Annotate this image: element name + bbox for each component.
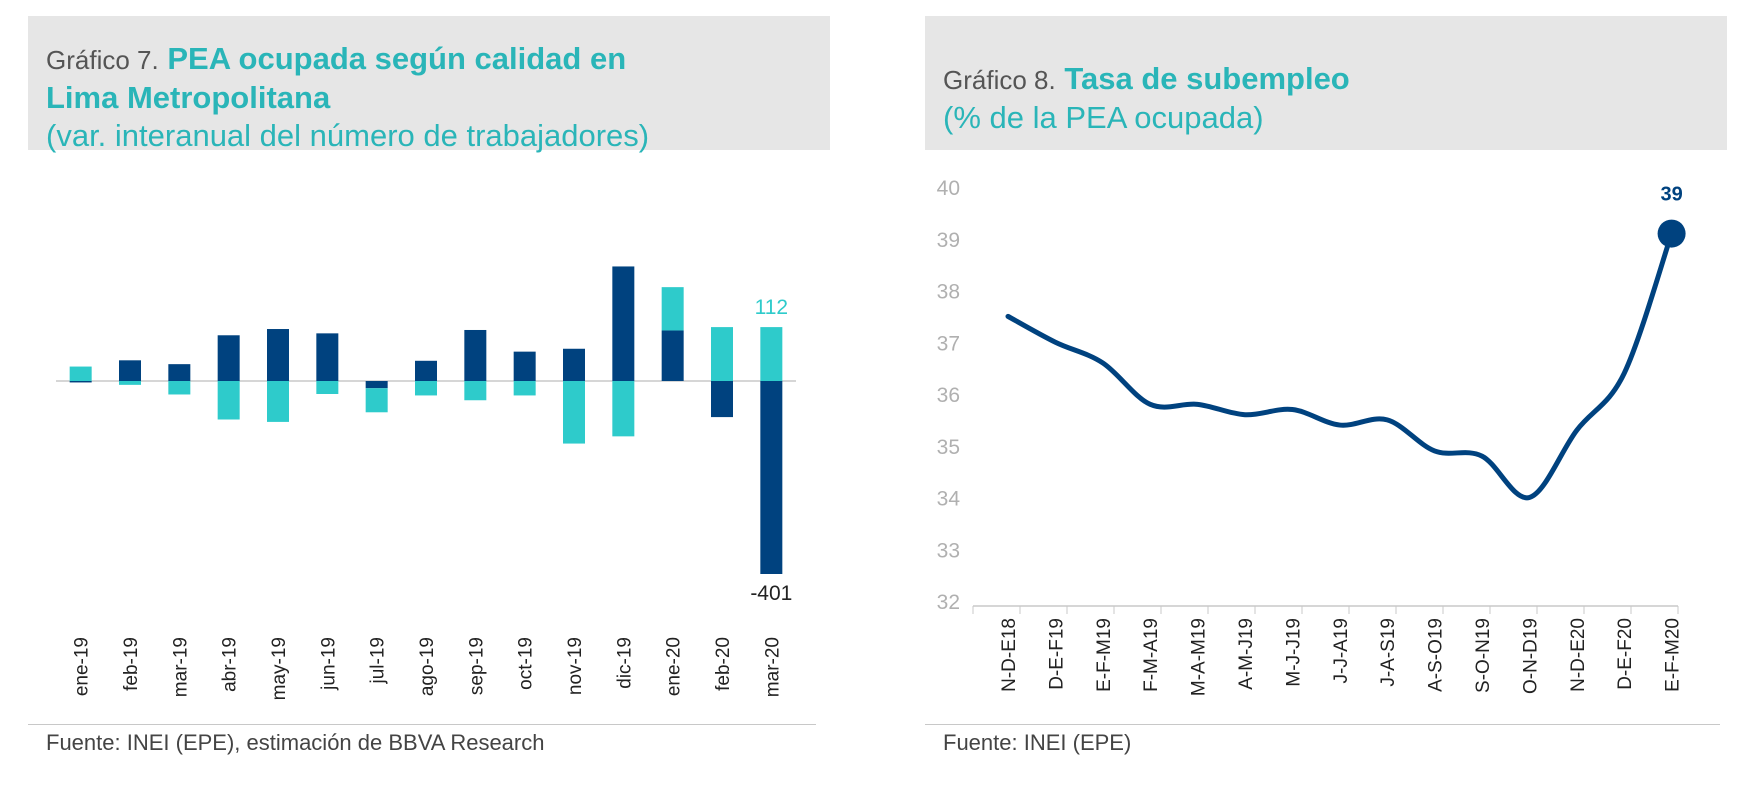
chart8-prefix: Gráfico 8. (943, 65, 1056, 95)
chart8-x-tick-label: E-F-M20 (1663, 618, 1684, 692)
chart7-bar-feb-19-s1 (119, 381, 141, 385)
chart7-bar-abr-19-s1 (217, 381, 240, 420)
chart8-y-tick-label: 32 (937, 591, 960, 614)
chart7-x-tick-label: may-19 (269, 637, 290, 700)
chart8-title: Gráfico 8. Tasa de subempleo (% de la PE… (943, 60, 1350, 137)
chart8-annotation-39: 39 (1660, 184, 1682, 206)
chart7-bar-nov-19-s0 (563, 348, 585, 381)
chart7-bar-ene-19-s1 (69, 366, 92, 381)
chart7-bar-mar-20-s0 (760, 381, 783, 574)
chart7-source: Fuente: INEI (EPE), estimación de BBVA R… (46, 730, 545, 755)
chart7-bar-abr-19-s0 (217, 335, 240, 381)
chart7-bar-feb-20-s1 (711, 327, 733, 381)
chart7-x-tick-label: jun-19 (318, 637, 339, 691)
chart8-x-tick-label: F-M-A19 (1141, 618, 1162, 692)
chart8-x-tick-label: A-S-O19 (1426, 618, 1447, 692)
chart7-x-tick-label: ene-19 (72, 637, 93, 696)
chart8-y-tick-label: 37 (937, 332, 960, 355)
chart7-bar-dic-19-s1 (612, 381, 635, 437)
chart8-x-tick-label: A-M-J19 (1236, 618, 1257, 690)
chart7-x-tick-label: ene-20 (664, 637, 685, 696)
chart7-bar-nov-19-s1 (563, 381, 585, 444)
chart8-x-tick-label: O-N-D19 (1520, 618, 1541, 694)
chart8-divider (925, 724, 1720, 725)
chart8-subtitle: (% de la PEA ocupada) (943, 100, 1264, 135)
chart7-subtitle: (var. interanual del número de trabajado… (46, 118, 650, 153)
chart8-y-tick-label: 33 (937, 539, 960, 562)
chart8-x-tick-label: D-E-F19 (1046, 618, 1067, 690)
chart7-bar-ago-19-s0 (415, 360, 437, 381)
chart7-x-tick-label: jul-19 (368, 637, 389, 684)
chart7-bar-jun-19-s1 (316, 381, 339, 394)
chart8-header: Gráfico 8. Tasa de subempleo (% de la PE… (925, 16, 1727, 150)
chart7-title-line1: PEA ocupada según calidad en (167, 41, 627, 76)
chart8-x-tick-label: M-A-M19 (1189, 618, 1210, 696)
chart8-y-tick-label: 38 (937, 281, 960, 304)
chart7-bar-ene-20-s1 (661, 287, 684, 331)
chart7-prefix: Gráfico 7. (46, 45, 159, 75)
chart7-bar-mar-19-s1 (168, 381, 191, 395)
chart8-last-point-marker (1657, 219, 1686, 248)
chart8-series-line (1005, 231, 1675, 501)
chart8-y-tick-label: 39 (937, 229, 960, 252)
chart8-y-tick-label: 40 (937, 177, 960, 200)
chart7-annotation-112: 112 (755, 296, 788, 319)
chart8-x-tick-label: D-E-F20 (1615, 618, 1636, 690)
chart7-x-tick-label: nov-19 (565, 637, 586, 695)
chart7-bar-feb-20-s0 (711, 381, 733, 418)
chart7-bar-mar-20-s1 (760, 327, 783, 381)
left-chart-panel: Gráfico 7. PEA ocupada según calidad en … (28, 16, 830, 755)
chart7-bar-ene-20-s0 (661, 330, 684, 381)
chart7-x-tick-label: dic-19 (614, 637, 635, 689)
chart7-bar-sep-19-s0 (464, 329, 487, 381)
chart8-y-tick-label: 35 (937, 436, 960, 459)
chart8-y-tick-label: 34 (937, 488, 961, 511)
chart7-bar-may-19-s0 (267, 329, 289, 381)
chart7-bar-oct-19-s0 (513, 351, 536, 381)
chart7-x-tick-label: sep-19 (466, 637, 487, 695)
right-chart-panel: Gráfico 8. Tasa de subempleo (% de la PE… (920, 0, 1752, 800)
chart7-bar-mar-19-s0 (168, 364, 191, 381)
chart7-title-line2: Lima Metropolitana (46, 80, 331, 115)
chart8-title-line1: Tasa de subempleo (1064, 61, 1350, 96)
chart8-source: Fuente: INEI (EPE) (943, 730, 1132, 755)
chart7-bar-jul-19-s0 (365, 381, 388, 389)
chart7-divider (28, 724, 816, 725)
chart8-x-tick-label: N-D-E20 (1568, 618, 1589, 692)
chart7-bar-ene-19-s0 (69, 381, 92, 383)
chart7-x-tick-label: ago-19 (417, 637, 438, 696)
chart7-bar-oct-19-s1 (513, 381, 536, 396)
chart7-bar-ago-19-s1 (415, 381, 437, 396)
chart8-x-tick-label: J-A-S19 (1378, 618, 1399, 687)
chart8-line-chart: 32 33 34 35 36 37 38 39 40 39 N-D-E18 D-E-F19 E-F-M1… (937, 177, 1686, 696)
chart7-bar-dic-19-s0 (612, 266, 635, 381)
chart8-x-tick-label: S-O-N19 (1473, 618, 1494, 693)
chart7-x-tick-label: feb-20 (713, 637, 734, 691)
chart7-x-tick-label: oct-19 (516, 637, 537, 690)
chart8-x-tick-label: M-J-J19 (1283, 618, 1304, 687)
chart7-x-tick-label: mar-19 (170, 637, 191, 697)
chart7-title: Gráfico 7. PEA ocupada según calidad en … (46, 40, 649, 155)
chart7-header: Gráfico 7. PEA ocupada según calidad en … (28, 16, 830, 153)
chart7-bar-may-19-s1 (267, 381, 289, 422)
chart7-bar-jul-19-s1 (365, 388, 388, 413)
chart7-x-tick-label: abr-19 (220, 637, 241, 692)
chart7-bar-sep-19-s1 (464, 381, 487, 401)
chart8-x-tick-label: E-F-M19 (1094, 618, 1115, 692)
chart8-x-tick-label: N-D-E18 (999, 618, 1020, 692)
chart7-annotation-401: -401 (750, 582, 792, 605)
chart7-x-tick-label: feb-19 (121, 637, 142, 691)
chart7-bar-chart: ene-19 feb-19 mar-19 abr-19 may-19 jun-19 jul-… (56, 266, 796, 700)
chart7-bar-jun-19-s0 (316, 333, 339, 381)
chart7-x-tick-label: mar-20 (762, 637, 783, 697)
chart8-x-tick-label: J-J-A19 (1331, 618, 1352, 683)
chart7-bar-feb-19-s0 (119, 360, 141, 381)
chart8-y-tick-label: 36 (937, 384, 960, 407)
